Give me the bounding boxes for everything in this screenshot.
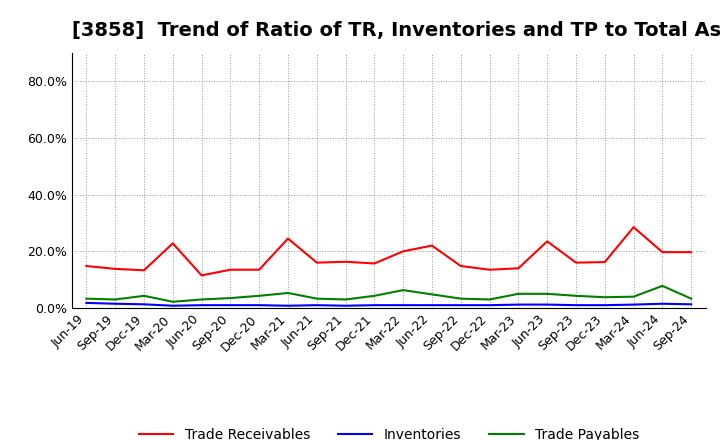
- Trade Receivables: [543, 239, 552, 244]
- Trade Payables: [312, 296, 321, 301]
- Inventories: [341, 303, 350, 308]
- Trade Payables: [140, 293, 148, 298]
- Trade Payables: [514, 291, 523, 297]
- Trade Receivables: [687, 249, 696, 255]
- Inventories: [572, 303, 580, 308]
- Trade Payables: [600, 295, 609, 300]
- Inventories: [370, 303, 379, 308]
- Trade Receivables: [312, 260, 321, 265]
- Inventories: [428, 303, 436, 308]
- Inventories: [543, 302, 552, 307]
- Trade Payables: [197, 297, 206, 302]
- Inventories: [312, 303, 321, 308]
- Inventories: [629, 302, 638, 307]
- Trade Payables: [629, 294, 638, 299]
- Inventories: [111, 301, 120, 306]
- Trade Receivables: [428, 243, 436, 248]
- Line: Trade Payables: Trade Payables: [86, 286, 691, 302]
- Trade Receivables: [82, 264, 91, 269]
- Trade Receivables: [456, 264, 465, 269]
- Trade Payables: [658, 283, 667, 289]
- Trade Payables: [284, 290, 292, 296]
- Inventories: [284, 303, 292, 308]
- Trade Payables: [341, 297, 350, 302]
- Inventories: [197, 303, 206, 308]
- Line: Trade Receivables: Trade Receivables: [86, 227, 691, 275]
- Inventories: [399, 303, 408, 308]
- Text: [3858]  Trend of Ratio of TR, Inventories and TP to Total Assets: [3858] Trend of Ratio of TR, Inventories…: [72, 21, 720, 40]
- Trade Payables: [111, 297, 120, 302]
- Trade Receivables: [399, 249, 408, 254]
- Inventories: [255, 303, 264, 308]
- Trade Receivables: [140, 268, 148, 273]
- Trade Payables: [82, 296, 91, 301]
- Trade Payables: [255, 293, 264, 298]
- Trade Receivables: [370, 261, 379, 266]
- Line: Inventories: Inventories: [86, 303, 691, 306]
- Trade Receivables: [485, 267, 494, 272]
- Trade Receivables: [572, 260, 580, 265]
- Trade Payables: [428, 292, 436, 297]
- Trade Payables: [485, 297, 494, 302]
- Inventories: [485, 303, 494, 308]
- Trade Receivables: [168, 241, 177, 246]
- Inventories: [168, 303, 177, 308]
- Trade Receivables: [284, 236, 292, 241]
- Inventories: [140, 302, 148, 307]
- Trade Receivables: [658, 249, 667, 255]
- Trade Receivables: [197, 273, 206, 278]
- Trade Receivables: [226, 267, 235, 272]
- Trade Receivables: [600, 260, 609, 265]
- Trade Payables: [399, 287, 408, 293]
- Inventories: [456, 303, 465, 308]
- Legend: Trade Receivables, Inventories, Trade Payables: Trade Receivables, Inventories, Trade Pa…: [133, 422, 644, 440]
- Trade Payables: [168, 299, 177, 304]
- Inventories: [658, 301, 667, 306]
- Trade Receivables: [111, 266, 120, 271]
- Inventories: [600, 303, 609, 308]
- Trade Receivables: [514, 266, 523, 271]
- Trade Receivables: [255, 267, 264, 272]
- Trade Receivables: [341, 259, 350, 264]
- Trade Payables: [456, 296, 465, 301]
- Trade Payables: [543, 291, 552, 297]
- Inventories: [687, 302, 696, 307]
- Trade Payables: [226, 295, 235, 301]
- Inventories: [226, 303, 235, 308]
- Trade Payables: [572, 293, 580, 298]
- Trade Payables: [687, 296, 696, 301]
- Trade Payables: [370, 293, 379, 298]
- Inventories: [82, 300, 91, 305]
- Inventories: [514, 302, 523, 307]
- Trade Receivables: [629, 224, 638, 230]
